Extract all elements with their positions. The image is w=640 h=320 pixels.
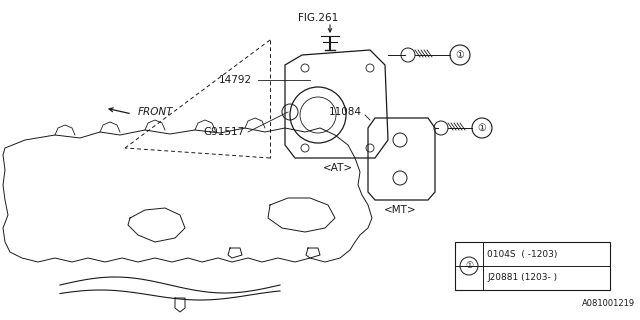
Text: 14792: 14792 — [219, 75, 252, 85]
Text: ①: ① — [465, 261, 473, 270]
Text: <MT>: <MT> — [384, 205, 416, 215]
Text: <AT>: <AT> — [323, 163, 353, 173]
Text: G91517: G91517 — [204, 127, 245, 137]
Text: 11084: 11084 — [329, 107, 362, 117]
Text: ①: ① — [477, 123, 486, 133]
Text: FIG.261: FIG.261 — [298, 13, 338, 23]
Text: ①: ① — [456, 50, 465, 60]
Text: A081001219: A081001219 — [582, 299, 635, 308]
Text: 0104S  ( -1203): 0104S ( -1203) — [487, 250, 557, 259]
Bar — [455, 242, 610, 290]
Text: FRONT: FRONT — [138, 107, 173, 117]
Text: J20881 (1203- ): J20881 (1203- ) — [487, 274, 557, 283]
